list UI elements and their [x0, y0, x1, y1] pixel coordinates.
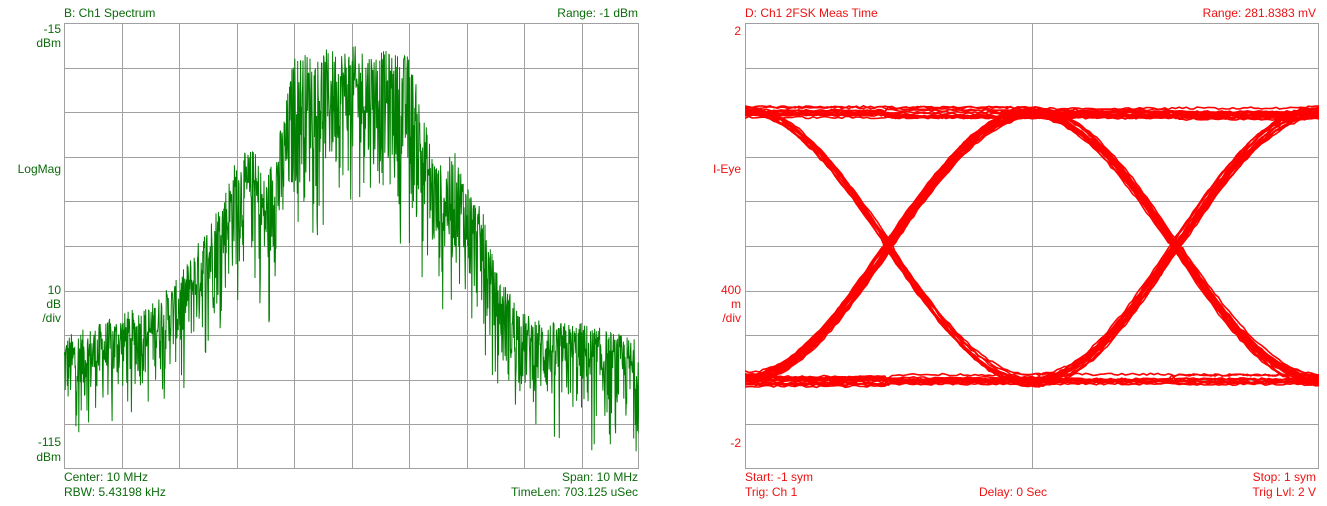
- spectrum-range: Range: -1 dBm: [557, 6, 638, 20]
- eye-trace-line: [745, 112, 1319, 386]
- eye-trig-level: Trig Lvl: 2 V: [1252, 485, 1316, 499]
- spectrum-rbw: RBW: 5.43198 kHz: [64, 485, 166, 499]
- spectrum-y-scale-unit1: dB: [46, 297, 61, 311]
- eye-y-bottom: -2: [730, 436, 741, 450]
- spectrum-span: Span: 10 MHz: [561, 470, 638, 484]
- spectrum-y-scale-value: 10: [47, 283, 61, 297]
- eye-trace-line: [745, 108, 1319, 385]
- spectrum-plot: [64, 23, 639, 469]
- spectrum-y-mid-label: LogMag: [17, 162, 61, 176]
- eye-trace-line: [745, 381, 1319, 389]
- eye-y-scale-unit2: /div: [722, 311, 741, 325]
- eye-y-scale-unit1: m: [731, 297, 741, 311]
- spectrum-timelen: TimeLen: 703.125 uSec: [511, 485, 638, 499]
- eye-delay: Delay: 0 Sec: [979, 485, 1048, 499]
- eye-trace-line: [745, 106, 1319, 388]
- eye-y-top: 2: [734, 24, 741, 38]
- spectrum-y-bottom-unit: dBm: [36, 450, 61, 464]
- eye-trace: [745, 104, 1319, 389]
- eye-start: Start: -1 sym: [745, 470, 814, 484]
- spectrum-trace: [64, 46, 639, 452]
- spectrum-center: Center: 10 MHz: [64, 470, 149, 484]
- eye-trace-line: [745, 107, 1319, 386]
- spectrum-title: B: Ch1 Spectrum: [64, 6, 156, 20]
- spectrum-trace-line: [64, 46, 639, 452]
- eye-trace-line: [745, 113, 1319, 374]
- eye-y-scale-value: 400: [720, 283, 741, 297]
- spectrum-panel: B: Ch1 Spectrum Range: -1 dBm -15 dBm Lo…: [0, 0, 650, 506]
- eye-y-mid-label: I-Eye: [712, 162, 741, 176]
- eye-panel: D: Ch1 2FSK Meas Time Range: 281.8383 mV…: [690, 0, 1327, 506]
- spectrum-y-top-unit: dBm: [36, 36, 61, 50]
- spectrum-y-scale-unit2: /div: [42, 311, 61, 325]
- eye-title: D: Ch1 2FSK Meas Time: [745, 6, 878, 20]
- eye-range: Range: 281.8383 mV: [1202, 6, 1316, 20]
- eye-stop: Stop: 1 sym: [1252, 470, 1316, 484]
- eye-plot: [745, 23, 1319, 469]
- spectrum-y-top-value: -15: [43, 22, 61, 36]
- eye-trace-line: [745, 109, 1319, 378]
- spectrum-y-bottom-value: -115: [37, 435, 61, 449]
- eye-trace-line: [745, 107, 1319, 382]
- eye-trace-line: [745, 377, 1319, 384]
- eye-trig: Trig: Ch 1: [745, 485, 798, 499]
- eye-grid: [745, 23, 1319, 469]
- eye-trace-line: [745, 113, 1319, 379]
